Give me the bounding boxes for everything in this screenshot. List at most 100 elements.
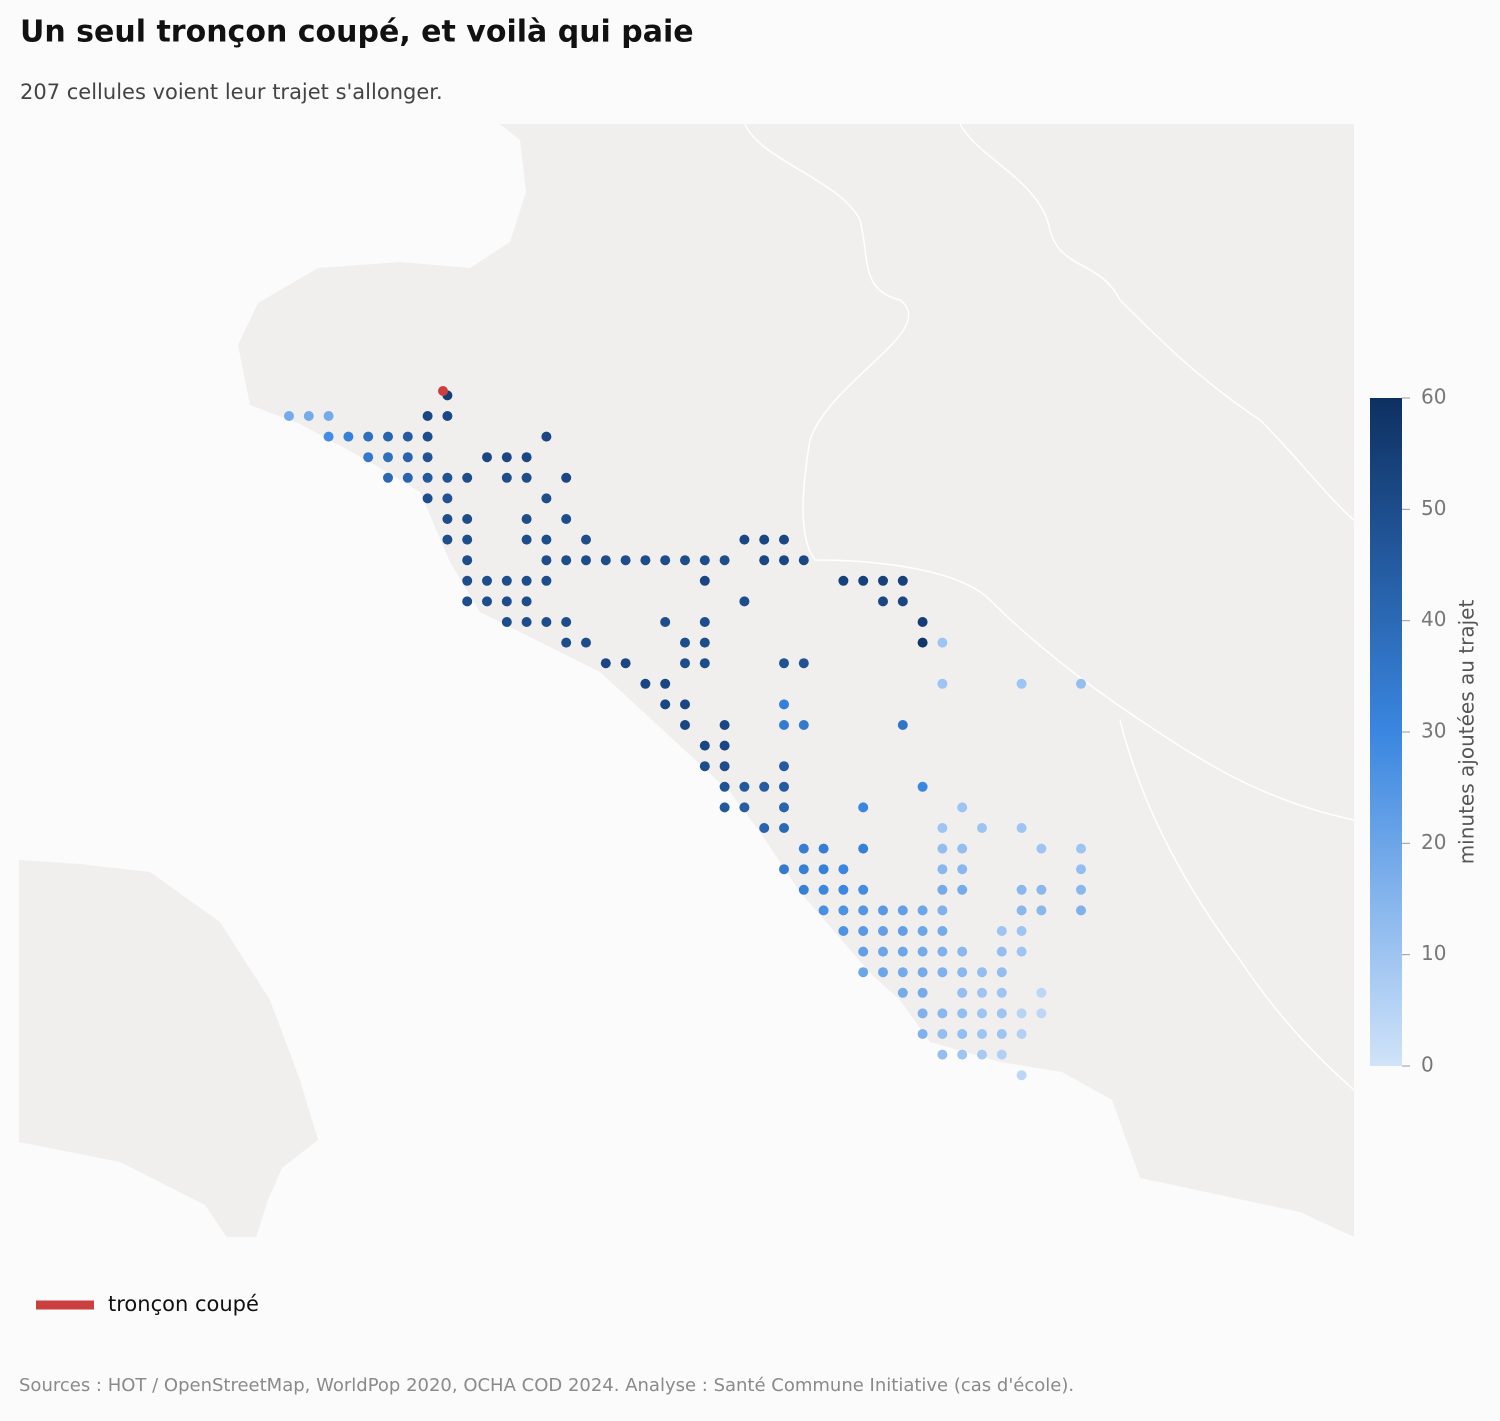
cell xyxy=(878,905,888,916)
cell xyxy=(1036,843,1047,854)
cell xyxy=(501,617,512,627)
cell xyxy=(501,472,512,483)
cell xyxy=(521,617,532,627)
cell xyxy=(897,926,908,936)
cell xyxy=(858,843,869,854)
cell xyxy=(858,802,869,813)
cell xyxy=(719,720,730,730)
cell xyxy=(422,452,433,463)
cell xyxy=(759,555,770,566)
cell xyxy=(521,534,532,545)
cell xyxy=(937,1029,948,1039)
cell xyxy=(917,1008,928,1019)
cut-segment-marker xyxy=(438,386,448,396)
cell xyxy=(442,534,453,545)
cell xyxy=(897,596,908,607)
cell xyxy=(858,967,869,978)
cell xyxy=(1076,678,1086,689)
cell xyxy=(699,740,710,751)
cell xyxy=(917,967,928,978)
cell xyxy=(1076,864,1086,875)
cell xyxy=(541,575,552,586)
cell xyxy=(996,926,1007,936)
cell xyxy=(937,884,948,895)
cell xyxy=(482,452,492,463)
cell xyxy=(996,1049,1007,1060)
cell xyxy=(680,699,690,710)
cell xyxy=(699,761,710,772)
cell xyxy=(858,575,869,586)
cell xyxy=(620,555,631,566)
cell xyxy=(838,864,849,875)
cell xyxy=(937,905,948,916)
cell xyxy=(977,967,987,978)
cell xyxy=(798,555,809,566)
cell xyxy=(838,575,849,586)
cell xyxy=(581,534,591,545)
cell xyxy=(501,575,512,586)
cell xyxy=(798,864,809,875)
cell xyxy=(462,514,473,524)
cell xyxy=(640,555,651,566)
cell xyxy=(917,946,928,957)
cell xyxy=(501,596,512,607)
cell xyxy=(1036,987,1047,998)
cell xyxy=(541,493,552,504)
cell xyxy=(858,905,869,916)
cell xyxy=(779,761,789,772)
cell xyxy=(323,411,334,421)
cell xyxy=(996,946,1007,957)
cell xyxy=(798,884,809,895)
cell xyxy=(1076,905,1086,916)
cell xyxy=(798,658,809,669)
cell xyxy=(402,452,413,463)
cell xyxy=(897,946,908,957)
cell xyxy=(957,967,968,978)
colorbar-tick-label: 0 xyxy=(1421,1053,1434,1077)
cell xyxy=(1016,1029,1027,1039)
cell xyxy=(897,575,908,586)
cell xyxy=(640,678,651,689)
cell xyxy=(521,472,532,483)
colorbar-tick-label: 50 xyxy=(1421,496,1446,520)
legend-label: tronçon coupé xyxy=(108,1292,259,1316)
cell xyxy=(996,987,1007,998)
cell xyxy=(363,431,374,442)
cell xyxy=(739,596,750,607)
cell xyxy=(422,411,433,421)
cell xyxy=(858,884,869,895)
cell xyxy=(719,761,730,772)
cell xyxy=(937,926,948,936)
cell xyxy=(1076,843,1086,854)
cell xyxy=(779,802,789,813)
cell xyxy=(1016,678,1027,689)
cell xyxy=(779,555,789,566)
cell xyxy=(957,864,968,875)
cell xyxy=(897,967,908,978)
cell xyxy=(779,658,789,669)
cell xyxy=(897,905,908,916)
cell xyxy=(699,617,710,627)
cell xyxy=(977,1008,987,1019)
cell xyxy=(462,534,473,545)
cell xyxy=(1016,1008,1027,1019)
cell xyxy=(541,431,552,442)
cell xyxy=(917,926,928,936)
cell xyxy=(1076,884,1086,895)
cell xyxy=(561,514,572,524)
subtitle: 207 cellules voient leur trajet s'allong… xyxy=(20,80,443,104)
cell xyxy=(541,617,552,627)
cell xyxy=(402,472,413,483)
cell xyxy=(957,884,968,895)
basemap xyxy=(19,124,1354,1237)
cell xyxy=(561,555,572,566)
cell xyxy=(600,555,611,566)
cell xyxy=(422,493,433,504)
cell xyxy=(937,637,948,648)
cell xyxy=(442,514,453,524)
cell xyxy=(699,555,710,566)
cell xyxy=(1016,884,1027,895)
cell xyxy=(917,637,928,648)
cell xyxy=(779,699,789,710)
